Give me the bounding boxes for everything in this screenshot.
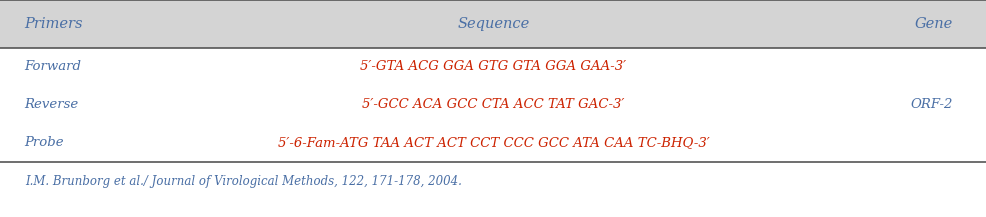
Text: Probe: Probe — [25, 136, 64, 149]
Text: Forward: Forward — [25, 60, 82, 73]
Text: ORF-2: ORF-2 — [909, 98, 951, 111]
Text: Gene: Gene — [913, 17, 951, 31]
Text: I.M. Brunborg et al./ Journal of Virological Methods, 122, 171-178, 2004.: I.M. Brunborg et al./ Journal of Virolog… — [25, 175, 461, 188]
Text: 5′-GTA ACG GGA GTG GTA GGA GAA-3′: 5′-GTA ACG GGA GTG GTA GGA GAA-3′ — [360, 60, 626, 73]
Bar — [0, 0, 986, 48]
Text: Sequence: Sequence — [457, 17, 529, 31]
Text: Reverse: Reverse — [25, 98, 79, 111]
Text: 5′-6-Fam-ATG TAA ACT ACT CCT CCC GCC ATA CAA TC-BHQ-3′: 5′-6-Fam-ATG TAA ACT ACT CCT CCC GCC ATA… — [277, 136, 709, 149]
Text: 5′-GCC ACA GCC CTA ACC TAT GAC-3′: 5′-GCC ACA GCC CTA ACC TAT GAC-3′ — [362, 98, 624, 111]
Text: Primers: Primers — [25, 17, 83, 31]
